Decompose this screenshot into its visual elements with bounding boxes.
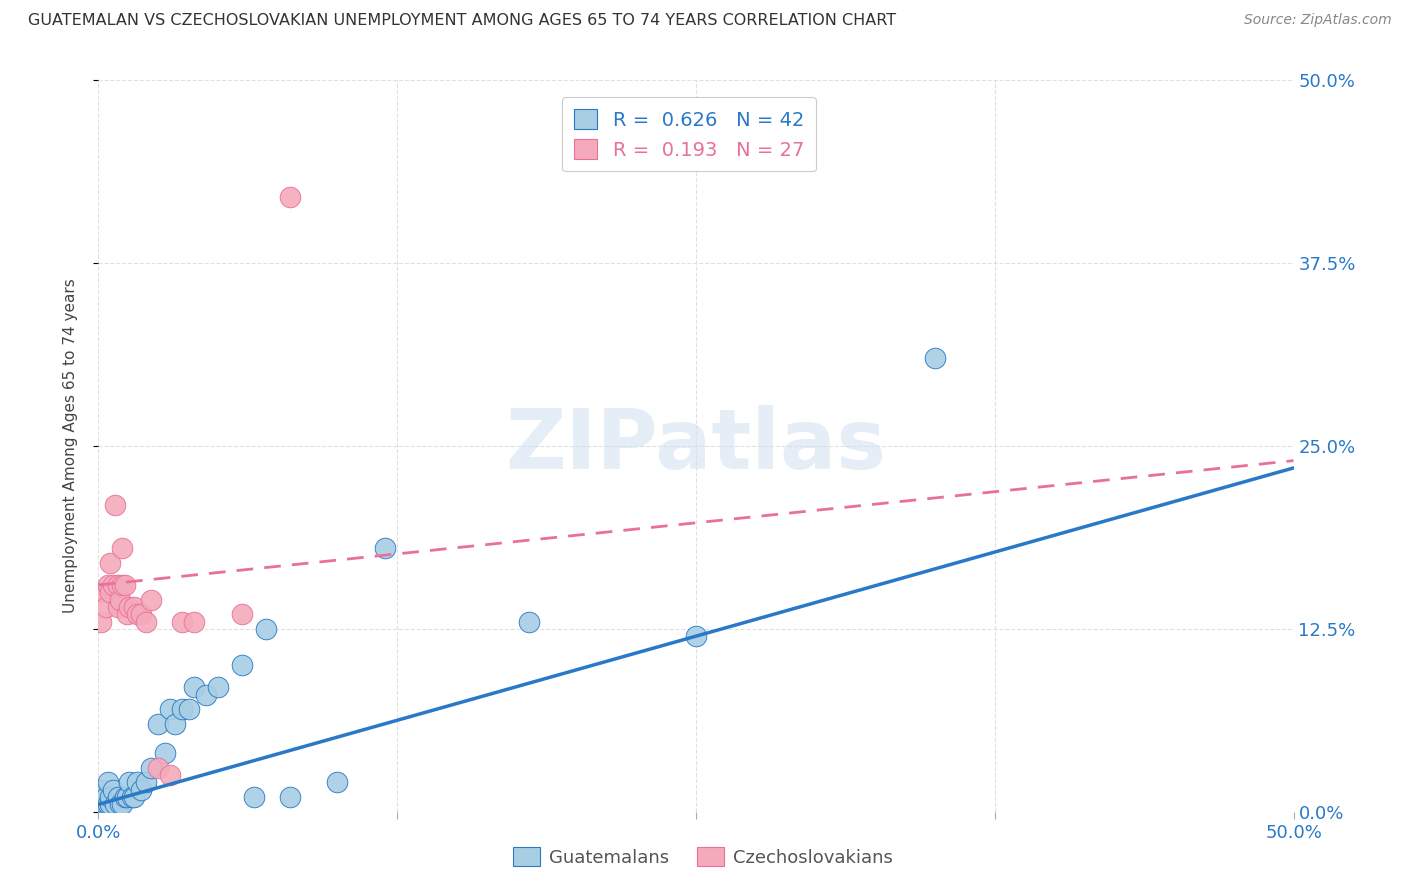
Text: ZIPatlas: ZIPatlas: [506, 406, 886, 486]
Point: [183, 681, 205, 695]
Point: [124, 599, 146, 614]
Point: [114, 790, 136, 805]
Point: [326, 775, 349, 789]
Point: [231, 658, 253, 673]
Point: [924, 351, 946, 366]
Point: [107, 790, 129, 805]
Point: [179, 702, 201, 716]
Text: Source: ZipAtlas.com: Source: ZipAtlas.com: [1244, 13, 1392, 28]
Point: [115, 790, 138, 805]
Point: [91, 797, 114, 812]
Point: [159, 768, 181, 782]
Point: [125, 775, 148, 789]
Point: [278, 190, 301, 204]
Point: [243, 790, 266, 805]
Point: [131, 607, 153, 622]
Point: [159, 702, 181, 716]
Point: [172, 702, 194, 716]
Point: [90, 615, 112, 629]
Point: [139, 592, 162, 607]
Point: [121, 790, 143, 805]
Point: [115, 607, 138, 622]
Point: [148, 761, 170, 775]
Point: [111, 541, 134, 556]
Legend: Guatemalans, Czechoslovakians: Guatemalans, Czechoslovakians: [506, 840, 900, 874]
Point: [207, 681, 229, 695]
Y-axis label: Unemployment Among Ages 65 to 74 years: Unemployment Among Ages 65 to 74 years: [63, 278, 77, 614]
Point: [108, 797, 131, 812]
Point: [163, 717, 186, 731]
Point: [94, 797, 117, 812]
Point: [90, 797, 112, 812]
Point: [101, 578, 124, 592]
Point: [254, 622, 277, 636]
Point: [98, 585, 122, 599]
Point: [108, 592, 131, 607]
Point: [172, 615, 194, 629]
Point: [97, 775, 120, 789]
Point: [194, 688, 218, 702]
Point: [104, 498, 127, 512]
Point: [139, 761, 162, 775]
Point: [111, 797, 134, 812]
Point: [155, 746, 177, 760]
Point: [118, 775, 141, 789]
Point: [91, 782, 114, 797]
Point: [98, 797, 122, 812]
Point: [131, 782, 153, 797]
Point: [107, 578, 129, 592]
Point: [97, 578, 120, 592]
Point: [231, 607, 253, 622]
Point: [135, 615, 157, 629]
Point: [114, 578, 136, 592]
Point: [91, 585, 114, 599]
Point: [148, 717, 170, 731]
Point: [98, 790, 122, 805]
Point: [374, 541, 396, 556]
Point: [125, 607, 148, 622]
Point: [111, 578, 134, 592]
Point: [97, 797, 120, 812]
Point: [98, 556, 122, 570]
Point: [104, 797, 127, 812]
Point: [94, 790, 117, 805]
Point: [94, 599, 117, 614]
Point: [124, 790, 146, 805]
Legend: R =  0.626   N = 42, R =  0.193   N = 27: R = 0.626 N = 42, R = 0.193 N = 27: [562, 97, 815, 171]
Point: [517, 615, 540, 629]
Point: [183, 615, 205, 629]
Text: GUATEMALAN VS CZECHOSLOVAKIAN UNEMPLOYMENT AMONG AGES 65 TO 74 YEARS CORRELATION: GUATEMALAN VS CZECHOSLOVAKIAN UNEMPLOYME…: [28, 13, 896, 29]
Point: [118, 599, 141, 614]
Point: [685, 629, 707, 643]
Point: [101, 782, 124, 797]
Point: [135, 775, 157, 789]
Point: [107, 599, 129, 614]
Point: [90, 790, 112, 805]
Point: [278, 790, 301, 805]
